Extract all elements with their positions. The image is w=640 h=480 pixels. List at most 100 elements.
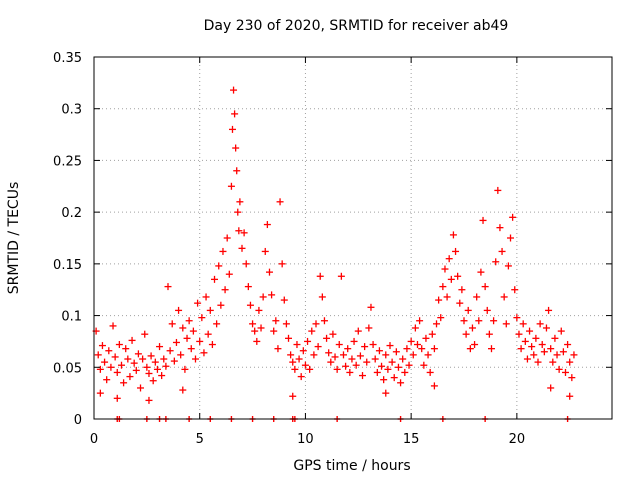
data-point xyxy=(551,334,559,342)
x-tick-label: 10 xyxy=(297,432,314,447)
data-point xyxy=(282,320,290,328)
data-point xyxy=(392,348,400,356)
data-point xyxy=(515,330,523,338)
data-point xyxy=(240,229,248,237)
data-point xyxy=(128,336,136,344)
data-point xyxy=(179,324,187,332)
y-tick-label: 0.35 xyxy=(53,51,82,66)
data-point xyxy=(137,384,145,392)
data-point xyxy=(285,334,293,342)
data-point xyxy=(329,330,337,338)
data-point xyxy=(223,234,231,242)
data-point xyxy=(164,283,172,291)
data-point xyxy=(481,283,489,291)
data-point xyxy=(310,351,318,359)
data-point xyxy=(513,314,521,322)
data-point xyxy=(435,296,443,304)
data-point xyxy=(166,347,174,355)
data-point xyxy=(168,320,176,328)
y-tick-label: 0 xyxy=(74,413,82,428)
data-point xyxy=(428,330,436,338)
x-tick-label: 20 xyxy=(509,432,526,447)
data-point xyxy=(172,338,180,346)
plot-frame xyxy=(93,56,613,420)
data-point xyxy=(344,345,352,353)
data-point xyxy=(259,293,267,301)
data-point xyxy=(409,351,417,359)
axis-ticks: 0 5 10 15 20 0 0.05 0.1 0.15 0.2 0.25 0.3 0.35 xyxy=(53,51,612,447)
data-point xyxy=(382,389,390,397)
data-point xyxy=(230,86,238,94)
y-tick-label: 0.3 xyxy=(61,103,82,118)
data-point xyxy=(526,327,534,335)
data-point xyxy=(113,368,121,376)
data-point xyxy=(496,224,504,232)
data-point xyxy=(249,320,257,328)
data-point xyxy=(293,341,301,349)
data-point xyxy=(287,351,295,359)
data-point xyxy=(382,351,390,359)
data-point xyxy=(492,258,500,266)
data-point xyxy=(251,327,259,335)
data-point xyxy=(235,227,243,235)
data-point xyxy=(394,363,402,371)
data-point xyxy=(111,353,119,361)
data-point xyxy=(441,265,449,273)
data-point xyxy=(124,355,132,363)
data-point xyxy=(145,369,153,377)
data-point xyxy=(532,334,540,342)
data-point xyxy=(160,355,168,363)
data-point xyxy=(359,372,367,380)
data-point xyxy=(439,283,447,291)
data-point xyxy=(147,352,155,360)
data-point xyxy=(352,361,360,369)
plot-border xyxy=(93,56,613,420)
y-tick-label: 0.25 xyxy=(53,154,82,169)
data-point xyxy=(177,351,185,359)
data-point xyxy=(162,362,170,370)
data-point xyxy=(236,198,244,206)
data-point xyxy=(170,357,178,365)
data-point xyxy=(331,353,339,361)
data-point xyxy=(542,324,550,332)
data-points xyxy=(92,86,578,422)
data-point xyxy=(181,365,189,373)
data-point xyxy=(219,247,227,255)
y-tick-label: 0.15 xyxy=(53,258,82,273)
data-point xyxy=(158,372,166,380)
data-point xyxy=(413,341,421,349)
data-point xyxy=(134,350,142,358)
data-point xyxy=(318,293,326,301)
data-point xyxy=(316,272,324,280)
data-point xyxy=(559,348,567,356)
data-point xyxy=(149,377,157,385)
data-point xyxy=(361,343,369,351)
data-point xyxy=(500,293,508,301)
data-point xyxy=(475,317,483,325)
data-point xyxy=(304,337,312,345)
data-point xyxy=(255,306,263,314)
data-point xyxy=(487,345,495,353)
data-point xyxy=(511,286,519,294)
data-point xyxy=(242,260,250,268)
data-point xyxy=(261,247,269,255)
data-point xyxy=(246,301,254,309)
data-point xyxy=(308,327,316,335)
data-point xyxy=(538,341,546,349)
data-point xyxy=(547,345,555,353)
data-point xyxy=(323,334,331,342)
data-point xyxy=(244,283,252,291)
data-point xyxy=(151,358,159,366)
data-point xyxy=(213,320,221,328)
data-point xyxy=(350,337,358,345)
data-point xyxy=(295,355,303,363)
data-point xyxy=(278,260,286,268)
data-point xyxy=(126,373,134,381)
data-point xyxy=(200,349,208,357)
data-point xyxy=(306,365,314,373)
data-point xyxy=(115,341,123,349)
data-point xyxy=(198,314,206,322)
data-point xyxy=(189,327,197,335)
data-point xyxy=(363,358,371,366)
